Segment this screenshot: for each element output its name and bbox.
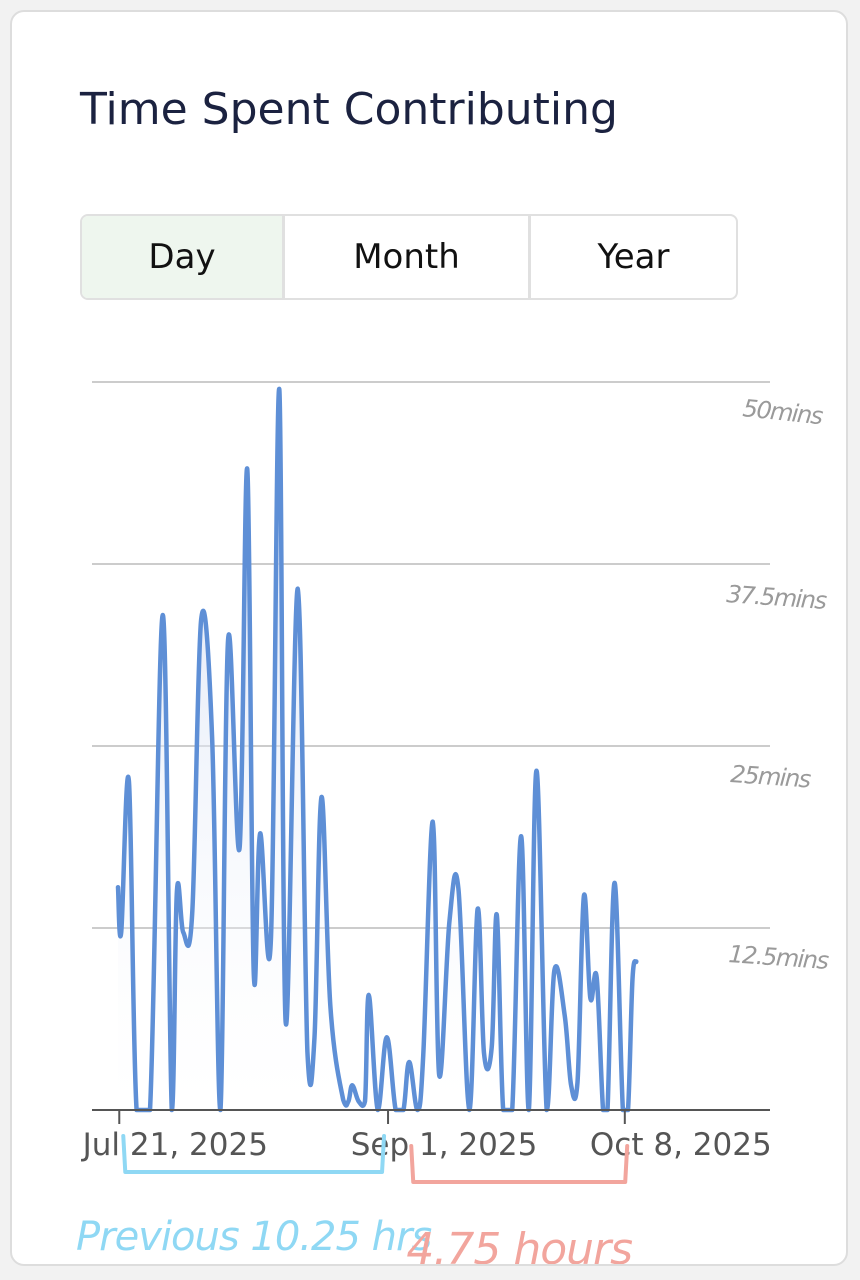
tab-month[interactable]: Month <box>282 216 528 298</box>
annotation-bracket <box>409 1144 630 1184</box>
tab-day[interactable]: Day <box>82 216 282 298</box>
page-title: Time Spent Contributing <box>80 84 618 135</box>
time-spent-chart: 12.5mins 37.5mins 25mins 50mins Jul 21, 2025… <box>76 381 830 1266</box>
annotation-bracket <box>121 1134 387 1174</box>
y-tick-label: 50mins <box>741 394 824 430</box>
x-tick-label: Jul 21, 2025 <box>81 1127 268 1163</box>
y-tick-label: 12.5mins <box>728 940 830 975</box>
y-tick-label: 37.5mins <box>726 580 828 615</box>
annotation-label: 4.75 hours <box>406 1224 632 1266</box>
series-line <box>115 387 639 1113</box>
y-tick-label: 25mins <box>730 760 812 794</box>
tab-year[interactable]: Year <box>528 216 736 298</box>
chart-card: Time Spent Contributing Day Month Year 1… <box>10 10 848 1266</box>
x-tick-label: Oct 8, 2025 <box>590 1127 772 1163</box>
annotation-label: Previous 10.25 hrs <box>76 1214 431 1260</box>
range-tabs: Day Month Year <box>80 214 738 300</box>
x-tick-label: Sep 1, 2025 <box>351 1127 538 1163</box>
